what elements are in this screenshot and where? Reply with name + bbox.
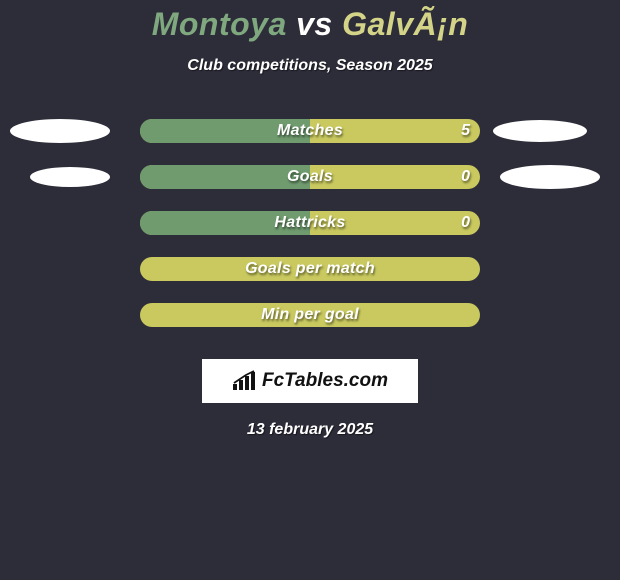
stat-row: Min per goal bbox=[0, 303, 620, 349]
stat-right-value: 0 bbox=[461, 211, 470, 235]
stat-rows: Matches5Goals0Hattricks0Goals per matchM… bbox=[0, 119, 620, 349]
stat-label: Goals per match bbox=[140, 257, 480, 281]
stat-label: Hattricks bbox=[140, 211, 480, 235]
logo-box: FcTables.com bbox=[202, 359, 418, 403]
title-player2: GalvÃ¡n bbox=[342, 6, 468, 42]
page-title: Montoya vs GalvÃ¡n bbox=[0, 6, 620, 43]
title-player1: Montoya bbox=[152, 6, 287, 42]
stat-row: Goals0 bbox=[0, 165, 620, 211]
left-ellipse-icon bbox=[30, 167, 110, 187]
stat-row: Hattricks0 bbox=[0, 211, 620, 257]
stat-bar: Min per goal bbox=[140, 303, 480, 327]
date-text: 13 february 2025 bbox=[0, 421, 620, 439]
title-vs: vs bbox=[296, 6, 333, 42]
stat-label: Min per goal bbox=[140, 303, 480, 327]
right-ellipse-icon bbox=[493, 120, 587, 142]
stat-row: Matches5 bbox=[0, 119, 620, 165]
subtitle: Club competitions, Season 2025 bbox=[0, 57, 620, 75]
left-ellipse-icon bbox=[10, 119, 110, 143]
logo-text: FcTables.com bbox=[262, 370, 388, 392]
stat-bar: Matches5 bbox=[140, 119, 480, 143]
stat-bar: Goals per match bbox=[140, 257, 480, 281]
right-ellipse-icon bbox=[500, 165, 600, 189]
bar-chart-icon bbox=[232, 370, 258, 392]
stat-row: Goals per match bbox=[0, 257, 620, 303]
logo: FcTables.com bbox=[232, 370, 388, 392]
stat-bar: Hattricks0 bbox=[140, 211, 480, 235]
infographic-container: Montoya vs GalvÃ¡n Club competitions, Se… bbox=[0, 0, 620, 439]
stat-label: Matches bbox=[140, 119, 480, 143]
stat-label: Goals bbox=[140, 165, 480, 189]
stat-right-value: 0 bbox=[461, 165, 470, 189]
stat-right-value: 5 bbox=[461, 119, 470, 143]
stat-bar: Goals0 bbox=[140, 165, 480, 189]
